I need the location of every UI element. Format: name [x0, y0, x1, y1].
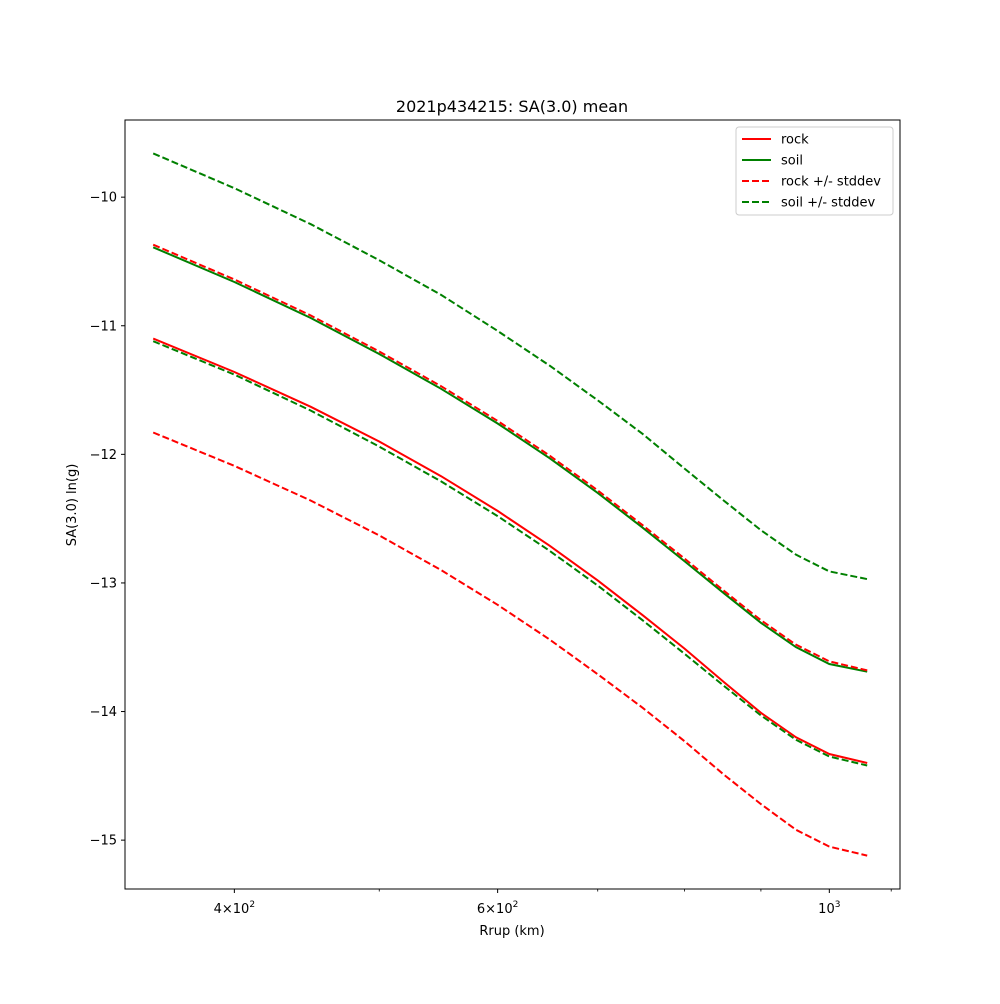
- x-axis-label: Rrup (km): [479, 924, 544, 939]
- y-axis-label: SA(3.0) ln(g): [65, 464, 80, 547]
- y-tick-label: −14: [90, 705, 117, 720]
- legend-box: [735, 126, 894, 216]
- y-tick-label: −12: [90, 448, 117, 463]
- y-tick-label: −11: [90, 319, 117, 334]
- y-tick-label: −13: [90, 576, 117, 591]
- legend-label-rock-stddev: rock +/- stddev: [781, 175, 881, 190]
- chart-title: 2021p434215: SA(3.0) mean: [396, 97, 628, 116]
- x-tick-label: 4×102: [214, 900, 255, 917]
- series-line-rock: [152, 337, 868, 764]
- series-line-soil-stddev-lower: [152, 340, 868, 767]
- legend-label-rock: rock: [781, 133, 809, 148]
- y-tick-label: −15: [90, 834, 117, 849]
- x-tick-label: 103: [818, 900, 840, 917]
- legend: rock soil rock +/- stddev soil +/- stddev: [735, 126, 894, 216]
- legend-label-soil-stddev: soil +/- stddev: [781, 196, 876, 211]
- plot-area-frame: [124, 119, 901, 890]
- legend-label-soil: soil: [781, 154, 803, 169]
- x-axis-ticks: 4×102 6×102 103: [214, 889, 840, 917]
- series-line-rock-stddev: [152, 243, 868, 672]
- y-axis-ticks: −10 −11 −12 −13 −14 −15: [90, 191, 125, 849]
- x-tick-label: 6×102: [477, 900, 518, 917]
- series-line-soil-stddev: [152, 152, 868, 581]
- series-line-soil: [152, 246, 868, 673]
- series-line-rock-stddev-lower: [152, 431, 868, 857]
- y-tick-label: −10: [90, 191, 117, 206]
- plot-lines: [152, 152, 868, 857]
